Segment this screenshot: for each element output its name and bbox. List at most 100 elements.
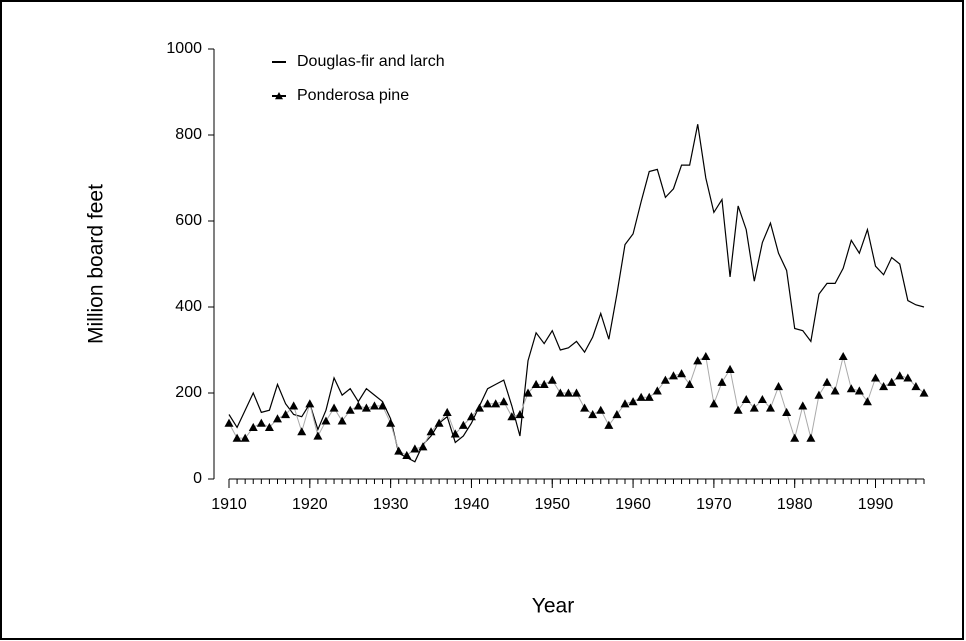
data-point — [588, 410, 598, 419]
data-point — [693, 356, 703, 365]
data-point — [765, 403, 775, 412]
data-point — [628, 397, 638, 406]
data-point — [434, 418, 444, 427]
data-point — [547, 375, 557, 384]
x-tick-label: 1910 — [211, 496, 247, 513]
data-point — [757, 394, 767, 404]
data-point — [515, 410, 525, 419]
y-tick-label: 0 — [193, 470, 202, 487]
data-point — [871, 373, 881, 382]
data-point — [798, 401, 808, 410]
data-point — [232, 433, 242, 442]
data-point — [636, 392, 646, 401]
data-point — [887, 377, 897, 386]
data-point — [895, 371, 905, 380]
data-point — [353, 401, 363, 410]
data-point — [879, 382, 889, 391]
legend-label: Ponderosa pine — [297, 87, 409, 104]
data-point — [289, 401, 299, 410]
data-point — [612, 410, 622, 419]
legend-label: Douglas-fir and larch — [297, 53, 445, 70]
data-point — [677, 369, 687, 378]
data-point — [733, 405, 743, 414]
data-point — [281, 410, 291, 419]
data-point — [297, 427, 307, 436]
data-point — [458, 420, 468, 429]
y-tick-label: 600 — [175, 212, 202, 229]
data-point — [717, 377, 727, 386]
data-point — [701, 351, 711, 361]
x-tick-label: 1980 — [777, 496, 813, 513]
data-point — [846, 384, 856, 393]
series-line — [228, 124, 925, 463]
data-point — [305, 399, 315, 408]
data-point — [854, 386, 864, 395]
x-axis-title: Year — [532, 595, 574, 618]
data-point — [580, 403, 590, 412]
data-point — [725, 364, 735, 373]
data-point — [572, 388, 581, 397]
data-point — [822, 377, 832, 386]
y-axis-title: Million board feet — [85, 184, 108, 344]
data-point — [782, 407, 792, 416]
y-tick-label: 800 — [175, 126, 202, 143]
data-point — [620, 399, 630, 408]
data-point — [652, 386, 662, 395]
x-tick-label: 1990 — [858, 496, 894, 513]
data-point — [475, 403, 485, 412]
data-point — [256, 418, 266, 427]
data-point — [903, 373, 913, 382]
data-point — [426, 427, 436, 436]
x-tick-label: 1970 — [696, 496, 732, 513]
data-point — [830, 386, 840, 395]
data-point — [491, 399, 501, 408]
data-point — [272, 414, 282, 423]
data-point — [450, 429, 460, 438]
data-point — [386, 418, 396, 427]
y-tick-label: 1000 — [166, 40, 202, 57]
data-point — [394, 446, 404, 455]
y-tick-label: 400 — [175, 298, 202, 315]
data-point — [806, 433, 816, 442]
data-point — [741, 394, 751, 404]
data-point — [248, 422, 258, 431]
data-point — [919, 388, 929, 397]
data-point — [345, 405, 355, 414]
y-tick-label: 200 — [175, 384, 202, 401]
data-point — [596, 405, 606, 414]
data-point — [224, 418, 234, 427]
data-point — [709, 399, 719, 408]
data-point — [660, 375, 670, 384]
data-point — [523, 388, 533, 397]
data-point — [499, 397, 509, 406]
data-point — [790, 433, 800, 442]
data-point — [402, 450, 412, 459]
data-point — [563, 388, 573, 397]
x-tick-label: 1920 — [292, 496, 328, 513]
data-point — [240, 433, 250, 442]
data-point — [862, 397, 872, 406]
data-point — [911, 382, 921, 391]
x-tick-label: 1950 — [534, 496, 570, 513]
data-point — [378, 401, 388, 410]
data-point — [838, 351, 848, 361]
data-point — [329, 403, 339, 412]
data-point — [531, 379, 541, 388]
data-point — [264, 422, 274, 431]
data-point — [361, 403, 371, 412]
data-point — [466, 412, 476, 421]
data-point — [321, 416, 331, 425]
data-point — [442, 407, 452, 416]
data-point — [749, 403, 759, 412]
data-point — [774, 382, 784, 391]
data-point — [668, 371, 678, 380]
data-point — [539, 379, 549, 388]
data-point — [313, 431, 323, 440]
x-tick-label: 1960 — [615, 496, 651, 513]
x-tick-label: 1930 — [373, 496, 409, 513]
data-point — [483, 399, 493, 408]
data-point — [644, 392, 654, 401]
data-point — [337, 416, 347, 425]
